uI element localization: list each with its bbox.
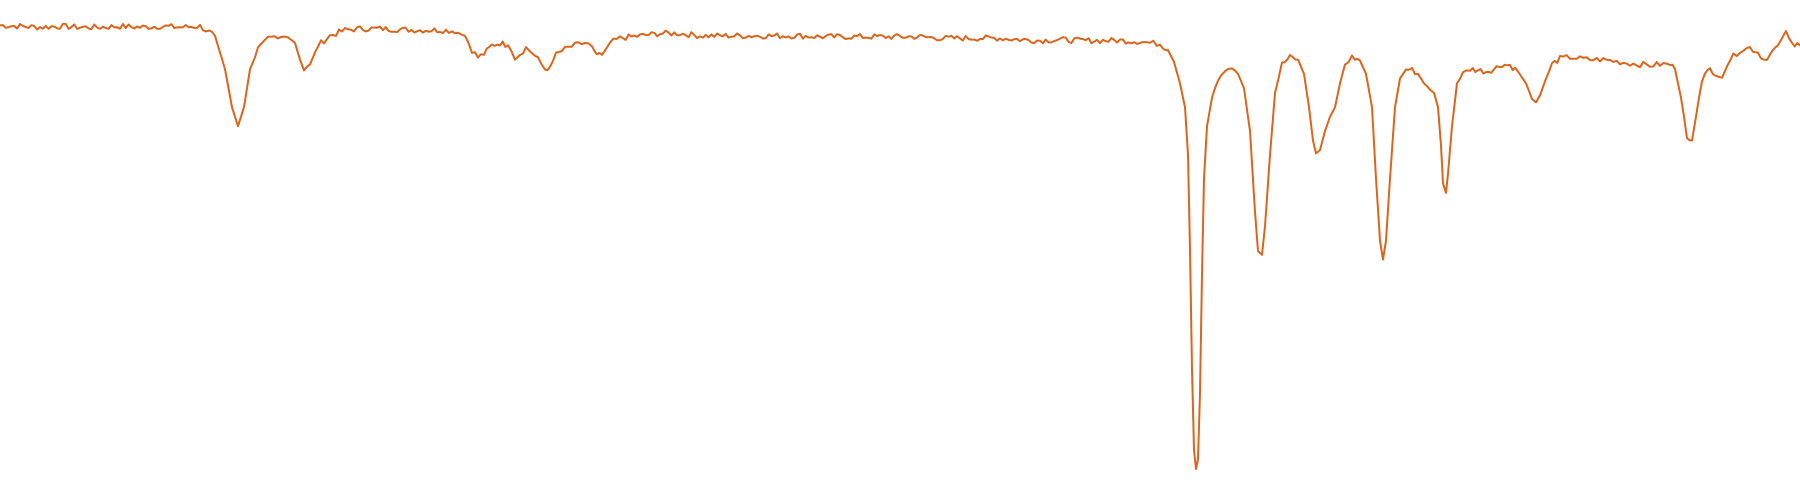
series-line xyxy=(0,22,1800,470)
